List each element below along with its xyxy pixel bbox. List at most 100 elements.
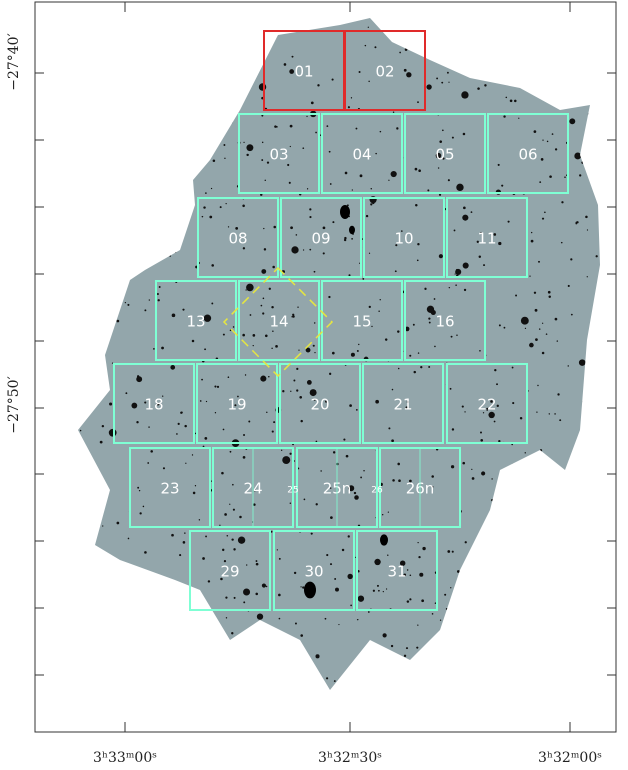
star: [214, 412, 217, 414]
star: [200, 644, 203, 647]
star: [124, 225, 127, 228]
star: [300, 634, 304, 637]
star: [387, 511, 389, 513]
star: [578, 546, 582, 550]
star: [375, 646, 379, 650]
star: [519, 416, 523, 420]
star: [555, 466, 557, 468]
star: [249, 645, 252, 648]
star: [209, 215, 213, 219]
star: [75, 112, 77, 114]
star: [575, 474, 578, 478]
tile: [404, 280, 486, 361]
star: [225, 617, 228, 619]
star: [493, 233, 497, 236]
star: [182, 541, 186, 544]
star: [413, 39, 415, 42]
star: [521, 463, 524, 465]
star: [289, 452, 292, 455]
star: [134, 579, 139, 584]
star: [362, 278, 365, 280]
star: [276, 549, 278, 551]
star: [481, 471, 486, 476]
star: [149, 667, 151, 670]
y-label: −27°40′: [6, 33, 22, 91]
star: [453, 229, 456, 232]
star: [450, 465, 455, 469]
star: [335, 587, 339, 592]
star: [452, 634, 455, 637]
star: [392, 26, 394, 28]
star: [194, 55, 197, 58]
star: [412, 323, 415, 326]
star: [539, 449, 543, 452]
star: [188, 94, 190, 96]
star: [379, 299, 381, 301]
star: [207, 580, 211, 583]
tile-label: 04: [352, 146, 371, 164]
star: [157, 624, 160, 627]
star: [92, 21, 95, 24]
star: [173, 210, 179, 217]
star: [591, 602, 593, 605]
star: [604, 627, 606, 629]
star: [573, 688, 577, 690]
star: [267, 18, 269, 20]
star: [353, 491, 357, 495]
star: [109, 256, 112, 259]
star: [232, 88, 235, 90]
star: [317, 84, 320, 87]
star: [531, 34, 535, 38]
star: [379, 130, 382, 133]
star: [458, 45, 461, 48]
star: [348, 485, 355, 492]
star: [577, 607, 584, 613]
star: [306, 115, 308, 118]
star: [344, 236, 347, 240]
star: [210, 187, 213, 190]
star: [184, 424, 187, 428]
star: [222, 428, 225, 431]
star: [592, 161, 596, 164]
star: [436, 77, 439, 80]
star: [207, 625, 210, 628]
star: [596, 547, 599, 550]
star: [184, 532, 186, 534]
star: [278, 557, 281, 560]
star: [388, 427, 391, 430]
star: [572, 598, 576, 601]
star: [153, 348, 155, 350]
star: [196, 28, 199, 31]
tile-label: 01: [294, 63, 313, 81]
star: [438, 193, 442, 196]
star: [247, 74, 250, 77]
star: [521, 639, 524, 642]
star: [465, 44, 467, 47]
star: [243, 141, 245, 143]
star: [144, 309, 147, 312]
star: [123, 239, 126, 242]
tile: [321, 113, 403, 194]
star: [551, 133, 554, 135]
star: [187, 660, 190, 663]
star: [422, 546, 426, 551]
star: [102, 179, 104, 181]
star: [415, 204, 418, 207]
star: [69, 178, 72, 181]
star: [470, 211, 473, 214]
star: [482, 412, 485, 414]
star: [409, 354, 412, 357]
star: [120, 182, 123, 184]
star: [575, 541, 579, 544]
star: [491, 478, 493, 480]
star: [568, 46, 577, 54]
star: [406, 569, 409, 571]
star: [246, 144, 254, 152]
star: [358, 71, 361, 74]
star: [503, 326, 506, 329]
star: [290, 226, 293, 230]
galaxy: [380, 534, 388, 546]
star: [162, 467, 166, 470]
star: [510, 67, 513, 70]
star: [401, 230, 403, 232]
